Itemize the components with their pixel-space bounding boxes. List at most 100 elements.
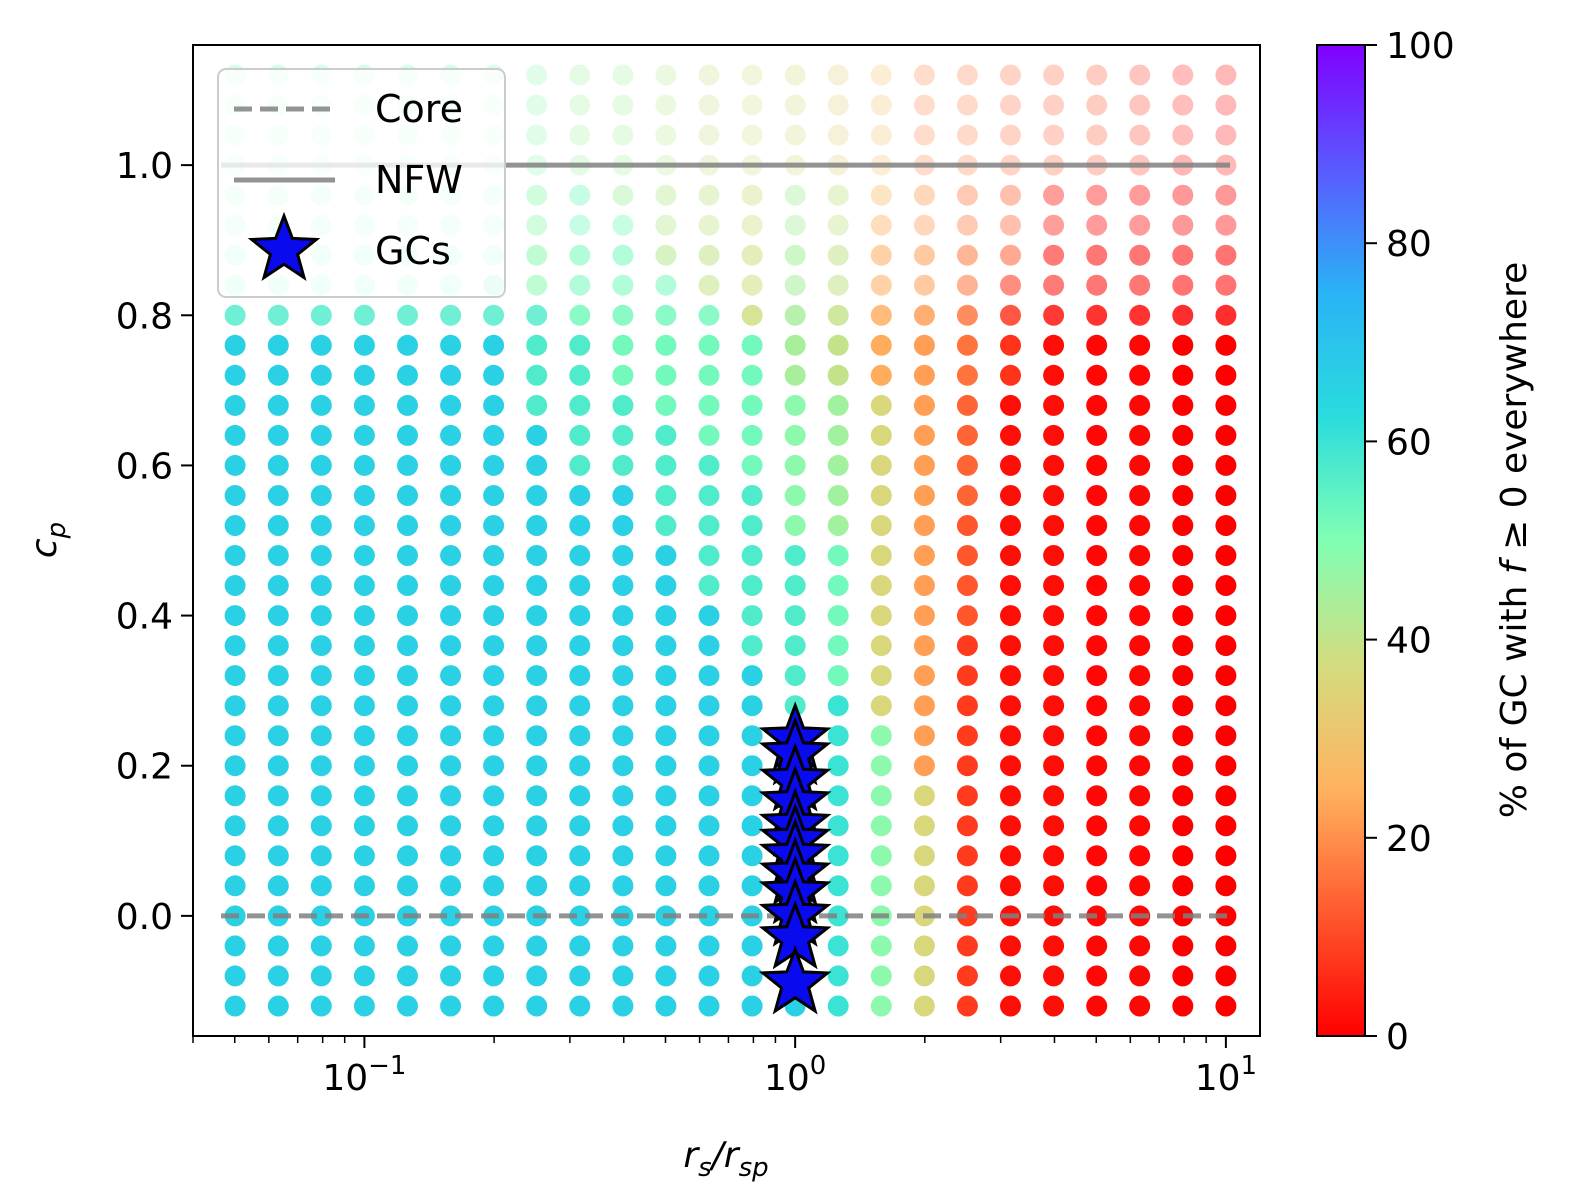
grid-point [741,605,763,627]
grid-point [1215,995,1237,1017]
grid-point [483,725,505,747]
grid-point [1043,214,1065,236]
grid-point [1043,244,1065,266]
grid-point [1086,334,1108,356]
grid-point [397,755,418,777]
grid-point [741,364,763,386]
grid-point [440,485,462,506]
grid-point [784,124,806,146]
grid-point [741,875,763,897]
grid-point [310,995,332,1017]
grid-point [1086,394,1108,416]
grid-point [310,785,332,807]
grid-point [612,815,634,837]
grid-point [267,485,289,506]
grid-point [440,304,462,326]
grid-point [741,995,763,1017]
grid-point [526,995,548,1017]
grid-point [1215,454,1237,476]
colorbar-tick-label: 100 [1386,26,1455,67]
grid-point [870,935,892,957]
grid-point [913,94,935,116]
grid-point [1000,454,1021,476]
grid-point [870,124,892,146]
grid-point [1172,845,1194,867]
grid-point [353,394,375,416]
grid-point [1086,304,1108,326]
grid-point [526,94,548,116]
grid-point [827,94,849,116]
grid-point [483,485,505,506]
grid-point [353,845,375,867]
grid-point [397,424,418,446]
grid-point [612,424,634,446]
grid-point [1129,815,1151,837]
grid-point [1000,575,1021,596]
grid-point [1215,184,1237,206]
grid-point [741,935,763,957]
grid-point [784,605,806,627]
grid-point [310,905,332,927]
grid-point [655,995,677,1017]
grid-point [1043,334,1065,356]
grid-point [698,575,720,596]
grid-point [440,965,462,987]
grid-point [956,214,978,236]
grid-point [655,274,677,296]
grid-point [267,454,289,476]
grid-point [353,424,375,446]
grid-point [612,94,634,116]
grid-point [1215,424,1237,446]
grid-point [827,244,849,266]
grid-point [1129,94,1151,116]
grid-point [1000,665,1021,687]
grid-point [353,334,375,356]
grid-point [483,304,505,326]
grid-point [1086,214,1108,236]
grid-point [1129,394,1151,416]
grid-point [1086,635,1108,657]
grid-point [741,545,763,566]
grid-point [870,394,892,416]
grid-point [353,815,375,837]
grid-point [1000,244,1021,266]
legend-nfw-label: NFW [375,158,463,202]
grid-point [913,334,935,356]
grid-point [870,485,892,506]
grid-point [440,454,462,476]
grid-point [956,304,978,326]
grid-point [310,605,332,627]
grid-point [1215,244,1237,266]
grid-point [1086,515,1108,536]
grid-point [1043,995,1065,1017]
grid-point [784,515,806,536]
grid-point [1129,454,1151,476]
grid-point [913,965,935,987]
grid-point [913,815,935,837]
grid-point [1043,605,1065,627]
grid-point [526,935,548,957]
grid-point [1086,995,1108,1017]
grid-point [741,845,763,867]
grid-point [741,485,763,506]
grid-point [741,785,763,807]
grid-point [612,725,634,747]
grid-point [1172,334,1194,356]
grid-point [913,274,935,296]
grid-point [956,64,978,86]
grid-point [1215,485,1237,506]
grid-point [397,995,418,1017]
grid-point [870,454,892,476]
grid-point [569,905,591,927]
grid-point [655,184,677,206]
colorbar-tick-label: 40 [1386,621,1432,662]
grid-point [956,485,978,506]
grid-point [655,214,677,236]
grid-point [397,575,418,596]
grid-point [1215,845,1237,867]
grid-point [397,785,418,807]
grid-point [698,454,720,476]
grid-point [913,545,935,566]
grid-point [870,334,892,356]
grid-point [1215,364,1237,386]
